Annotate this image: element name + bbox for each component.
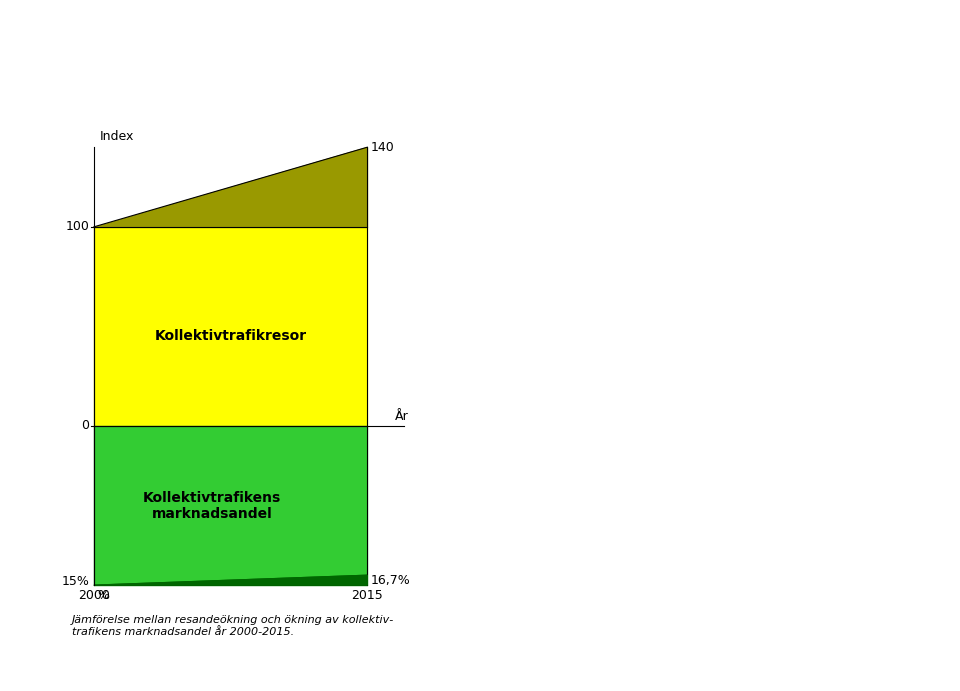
Polygon shape [94, 576, 368, 585]
Text: Jämförelse mellan resandeökning och ökning av kollektiv-
trafikens marknadsandel: Jämförelse mellan resandeökning och ökni… [72, 615, 395, 636]
Polygon shape [94, 147, 368, 227]
Text: 2000: 2000 [78, 589, 109, 603]
Text: %: % [98, 589, 109, 603]
Text: 140: 140 [371, 141, 395, 153]
Text: Kollektivtrafikresor: Kollektivtrafikresor [155, 330, 306, 343]
Polygon shape [94, 576, 368, 585]
Polygon shape [94, 227, 368, 426]
Text: Index: Index [99, 130, 133, 143]
Text: 2015: 2015 [351, 589, 383, 603]
Text: 100: 100 [65, 220, 89, 234]
Text: 0: 0 [82, 419, 89, 433]
Polygon shape [94, 426, 368, 585]
Text: 15%: 15% [61, 575, 89, 588]
Text: Kollektivtrafikens
marknadsandel: Kollektivtrafikens marknadsandel [143, 491, 281, 521]
Text: År: År [395, 410, 408, 423]
Text: 16,7%: 16,7% [371, 574, 411, 587]
